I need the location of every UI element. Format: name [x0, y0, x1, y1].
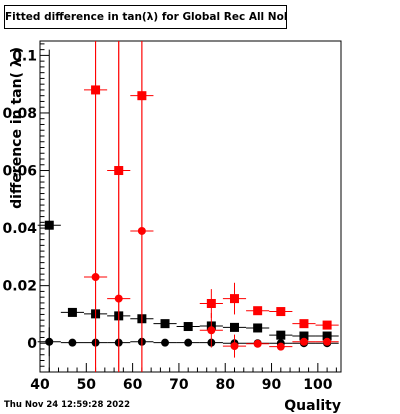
x-tick-label: 40 [30, 377, 50, 393]
y-tick-label: 0.04 [2, 221, 37, 237]
chart-title: Fitted difference in tan(λ) for Global R… [4, 5, 287, 29]
data-point-square [183, 322, 193, 332]
data-point-circle [161, 338, 170, 347]
data-point-circle [323, 337, 332, 346]
y-tick-label: 0.08 [2, 106, 37, 122]
x-tick-label: 70 [169, 377, 189, 393]
data-point-circle [184, 338, 193, 347]
data-point-square [253, 323, 263, 333]
data-point-square [299, 331, 309, 341]
y-tick-label: 0.02 [2, 279, 37, 295]
data-point-square [276, 330, 286, 340]
data-point-square [253, 306, 263, 316]
data-point-square [322, 331, 332, 341]
x-axis-label: Quality [284, 398, 341, 414]
x-tick-label: 100 [303, 377, 332, 393]
x-tick-label: 90 [262, 377, 282, 393]
data-point-square [160, 319, 170, 329]
data-point-circle [207, 326, 216, 335]
y-tick-label: 0 [27, 336, 37, 352]
data-point-circle [137, 226, 146, 235]
data-point-square [44, 220, 54, 230]
y-tick-label: 0.06 [2, 164, 37, 180]
data-point-square [229, 322, 239, 332]
data-point-circle [299, 337, 308, 346]
data-point-circle [230, 342, 239, 351]
y-axis-label: difference in tan( λ ) [9, 47, 25, 209]
data-point-square [229, 294, 239, 304]
data-point-circle [253, 339, 262, 348]
timestamp: Thu Nov 24 12:59:28 2022 [4, 400, 131, 410]
data-point-square [322, 320, 332, 330]
data-point-circle [68, 338, 77, 347]
data-point-square [299, 319, 309, 329]
data-point-circle [114, 294, 123, 303]
x-tick-label: 80 [215, 377, 235, 393]
x-tick-label: 60 [123, 377, 143, 393]
data-point-square [67, 307, 77, 317]
data-point-circle [276, 342, 285, 351]
data-point-circle [91, 273, 100, 282]
plot-frame [39, 40, 342, 373]
x-tick-label: 50 [77, 377, 97, 393]
y-tick-label: 0.1 [12, 48, 37, 64]
data-point-circle [45, 337, 54, 346]
data-point-square [206, 298, 216, 308]
data-point-square [276, 307, 286, 317]
